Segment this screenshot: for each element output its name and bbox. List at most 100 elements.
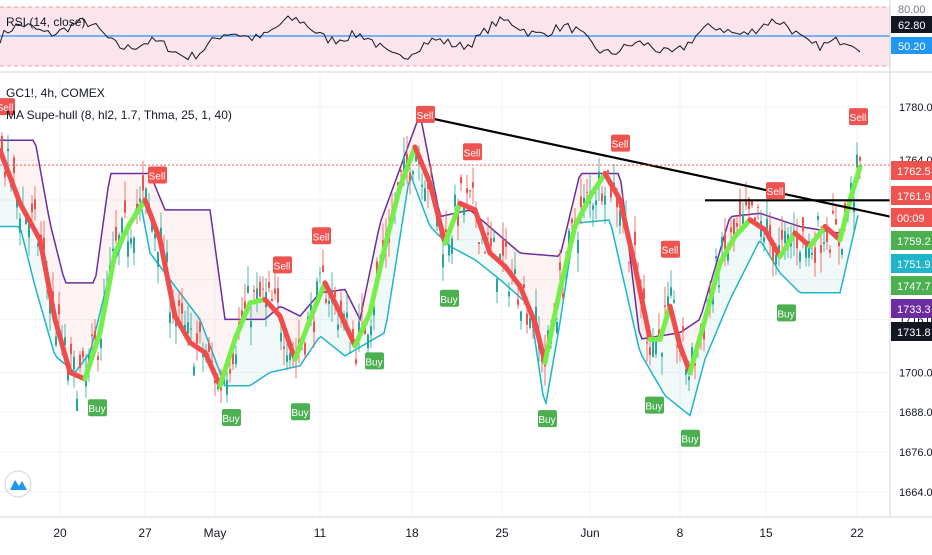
candle-body: [25, 218, 27, 225]
candle-body: [655, 341, 657, 355]
candle-body: [157, 251, 159, 267]
candle-body: [334, 289, 336, 298]
candle-body: [97, 356, 99, 360]
x-tick-label: Jun: [580, 526, 599, 540]
buy-signal[interactable]: Buy: [777, 304, 796, 322]
candle-body: [184, 324, 186, 332]
candle-body: [820, 245, 822, 253]
hull-segment: [382, 184, 403, 249]
time-axis[interactable]: 20 27 May 11 18 25 Jun 8 15 22: [53, 526, 864, 540]
buy-signal[interactable]: Buy: [222, 408, 241, 426]
candle-body: [199, 321, 201, 333]
rsi-line: [0, 15, 861, 61]
sell-signal[interactable]: Sell: [312, 227, 331, 245]
hull-segment: [397, 144, 418, 190]
hull-segment: [442, 200, 463, 246]
candle-body: [634, 231, 636, 245]
candle-body: [121, 218, 123, 233]
candle-body: [268, 281, 270, 288]
buy-signal[interactable]: Buy: [291, 403, 310, 421]
hull-segment: [542, 287, 563, 365]
candle-body: [355, 359, 357, 364]
candle-body: [244, 301, 246, 310]
sell-signal[interactable]: Sell: [463, 143, 482, 161]
hull-segment: [602, 170, 623, 203]
candle-body: [49, 299, 51, 314]
hull-segment: [822, 224, 843, 243]
hull-segment: [202, 350, 223, 389]
candle-body: [154, 233, 156, 239]
signal-text: Sell: [464, 148, 481, 159]
sell-signal[interactable]: Sell: [0, 98, 15, 116]
candle-body: [427, 183, 429, 189]
candle-body: [376, 261, 378, 274]
buy-signal[interactable]: Buy: [681, 429, 700, 447]
trendline[interactable]: [424, 116, 891, 218]
candle-body: [232, 352, 234, 365]
rsi-value-text: 62.80: [898, 20, 926, 32]
candle-body: [814, 247, 816, 263]
buy-signal[interactable]: Buy: [88, 399, 107, 417]
candle-body: [424, 188, 426, 201]
candle-body: [262, 288, 264, 290]
candle-body: [688, 376, 690, 381]
signal-text: Sell: [767, 187, 784, 198]
signal-text: Buy: [538, 415, 555, 426]
candle-body: [619, 210, 621, 226]
candle-body: [211, 360, 213, 363]
price-label: 1761.9: [891, 186, 932, 205]
candle-body: [124, 200, 126, 213]
buy-signal[interactable]: Buy: [645, 396, 664, 414]
hull-segment: [67, 369, 88, 382]
hull-segment: [572, 194, 593, 230]
rsi-signal-badge: [891, 37, 932, 54]
candle-body: [229, 369, 231, 374]
hull-segment: [367, 243, 388, 316]
candle-body: [766, 218, 768, 230]
buy-signal[interactable]: Buy: [365, 352, 384, 370]
hull-segment: [847, 164, 863, 203]
logo-icon[interactable]: [4, 470, 32, 498]
hull-segment: [112, 220, 133, 256]
signal-text: Buy: [645, 402, 662, 413]
hull-segment: [807, 224, 828, 249]
candle-body: [346, 312, 348, 318]
sell-signal[interactable]: Sell: [416, 105, 435, 123]
sell-signal[interactable]: Sell: [766, 182, 785, 200]
candle-body: [652, 341, 654, 357]
candle-body: [685, 368, 687, 375]
candle-body: [319, 272, 321, 274]
hull-segment: [187, 340, 208, 356]
indicator-label: MA Supe-hull (8, hl2, 1.7, Thma, 25, 1, …: [6, 108, 232, 122]
price-label-text: 1761.9: [897, 191, 931, 203]
price-label-text: 1733.3: [897, 304, 931, 316]
buy-signal[interactable]: Buy: [538, 410, 557, 428]
signal-text: Buy: [681, 435, 698, 446]
hull-segment: [127, 197, 148, 226]
candle-body: [670, 287, 672, 296]
candle-body: [817, 216, 819, 220]
candle-body: [604, 195, 606, 205]
candle-body: [373, 306, 375, 316]
candle-body: [409, 172, 411, 181]
candle-body: [304, 343, 306, 355]
candle-body: [247, 285, 249, 293]
signal-text: Buy: [88, 404, 105, 415]
sell-signal[interactable]: Sell: [148, 166, 167, 184]
candle-body: [28, 223, 30, 238]
buy-signal[interactable]: Buy: [440, 289, 459, 307]
candle-body: [484, 252, 486, 254]
candle-body: [703, 325, 705, 340]
candle-body: [112, 248, 114, 252]
sell-signal[interactable]: Sell: [849, 108, 868, 126]
candle-body: [403, 156, 405, 173]
hull-segment: [702, 260, 723, 322]
sell-signal[interactable]: Sell: [611, 134, 630, 152]
sell-signal[interactable]: Sell: [273, 256, 292, 274]
candle-body: [748, 198, 750, 210]
candle-body: [751, 199, 753, 206]
candle-body: [595, 200, 597, 206]
sell-signal[interactable]: Sell: [661, 240, 680, 258]
candle-body: [832, 210, 834, 214]
